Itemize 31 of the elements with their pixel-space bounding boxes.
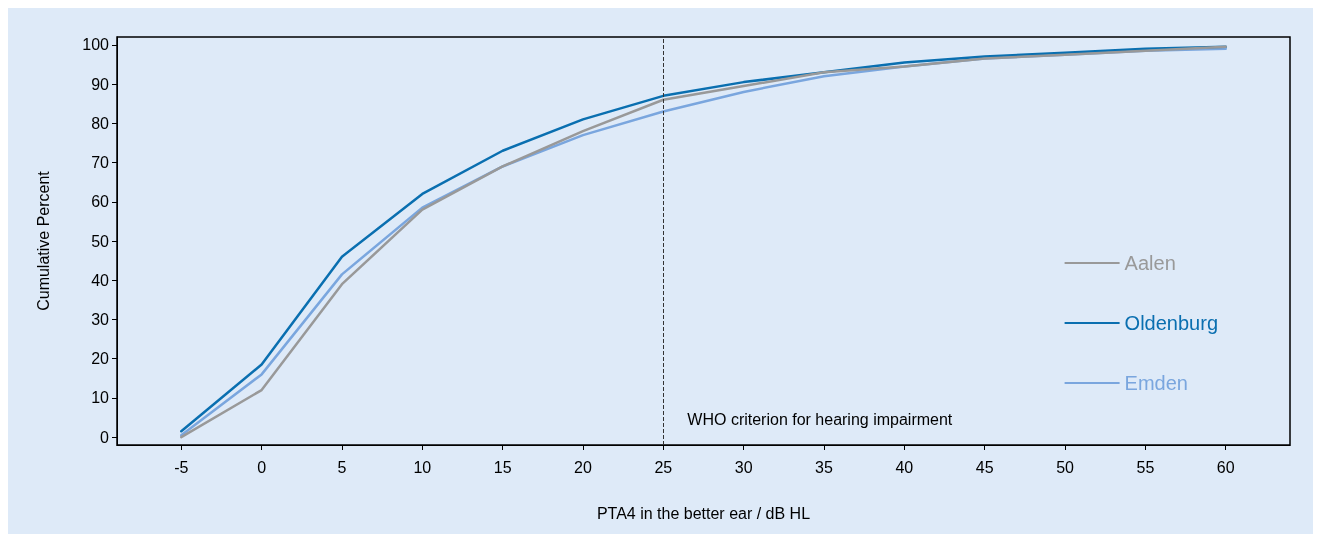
legend-label: Oldenburg — [1124, 312, 1219, 334]
x-tick-label: 45 — [975, 458, 994, 476]
y-axis-title: Cumulative Percent — [34, 170, 52, 311]
x-tick-label: -5 — [174, 458, 189, 476]
y-tick-label: 60 — [91, 193, 110, 211]
ref-line-label: WHO criterion for hearing impairment — [687, 410, 953, 428]
x-tick-label: 55 — [1136, 458, 1155, 476]
y-tick-label: 40 — [91, 271, 110, 289]
x-tick-label: 35 — [815, 458, 834, 476]
x-tick-label: 30 — [734, 458, 753, 476]
y-tick-label: 20 — [91, 350, 110, 368]
legend-label: Aalen — [1124, 252, 1176, 274]
y-tick-label: 90 — [91, 75, 110, 93]
x-tick-label: 15 — [493, 458, 512, 476]
x-tick-label: 10 — [413, 458, 432, 476]
y-tick-label: 50 — [91, 232, 110, 250]
x-tick-label: 5 — [337, 458, 347, 476]
legend-label: Emden — [1124, 372, 1188, 394]
y-tick-label: 70 — [91, 154, 110, 172]
x-axis-title: PTA4 in the better ear / dB HL — [596, 504, 811, 522]
x-tick-label: 25 — [654, 458, 673, 476]
x-tick-label: 20 — [574, 458, 592, 476]
y-tick-label: 30 — [91, 310, 110, 328]
y-tick-label: 100 — [82, 36, 110, 54]
x-tick-label: 60 — [1216, 458, 1235, 476]
y-tick-label: 0 — [100, 428, 110, 446]
x-tick-label: 40 — [895, 458, 914, 476]
y-tick-label: 10 — [91, 389, 110, 407]
y-tick-label: 80 — [91, 114, 110, 132]
x-tick-label: 50 — [1056, 458, 1075, 476]
x-tick-label: 0 — [257, 458, 267, 476]
